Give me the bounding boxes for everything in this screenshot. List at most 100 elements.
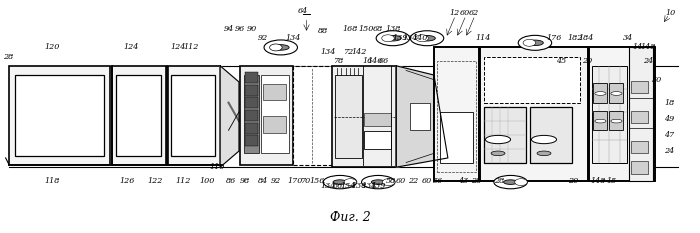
Text: 68: 68 — [373, 25, 384, 33]
Text: 60: 60 — [395, 177, 406, 185]
Text: 100: 100 — [200, 177, 216, 185]
Ellipse shape — [518, 35, 552, 50]
Bar — [172, 75, 216, 156]
Text: 124: 124 — [123, 43, 139, 51]
Bar — [440, 112, 473, 163]
Bar — [589, 48, 654, 181]
Text: 124: 124 — [171, 43, 186, 51]
Text: 184: 184 — [579, 34, 594, 42]
Text: 168: 168 — [343, 25, 358, 33]
Bar — [245, 72, 258, 83]
Bar — [363, 113, 391, 126]
Ellipse shape — [270, 44, 282, 51]
Circle shape — [371, 180, 385, 184]
Bar — [434, 48, 480, 181]
Text: 78: 78 — [332, 57, 343, 65]
Text: 134: 134 — [286, 34, 301, 42]
Text: 28: 28 — [3, 53, 13, 61]
Text: 18: 18 — [664, 99, 675, 107]
Ellipse shape — [494, 175, 527, 189]
Bar — [245, 97, 258, 108]
Bar — [240, 66, 293, 165]
Circle shape — [419, 35, 435, 41]
Text: 182: 182 — [567, 34, 582, 42]
Text: 34: 34 — [622, 34, 633, 42]
Text: 142: 142 — [351, 48, 366, 56]
Text: 154: 154 — [341, 182, 356, 190]
Text: 45: 45 — [556, 57, 566, 65]
Ellipse shape — [344, 179, 357, 185]
Circle shape — [531, 135, 556, 144]
Text: 15: 15 — [606, 177, 617, 185]
Text: 148: 148 — [590, 177, 606, 185]
Text: 134: 134 — [402, 34, 418, 42]
Text: 139: 139 — [393, 34, 408, 42]
Bar — [631, 141, 648, 153]
Bar — [15, 75, 104, 156]
Bar — [530, 107, 572, 163]
Text: 122: 122 — [148, 177, 163, 185]
Bar — [332, 66, 396, 167]
Bar — [480, 48, 588, 181]
Bar — [484, 57, 580, 103]
Circle shape — [526, 40, 543, 46]
Bar — [293, 66, 332, 165]
Text: 72: 72 — [343, 48, 354, 56]
Text: 28: 28 — [494, 177, 504, 185]
Ellipse shape — [264, 40, 298, 55]
Text: 28: 28 — [470, 177, 481, 185]
Bar — [112, 66, 166, 165]
Circle shape — [611, 119, 622, 123]
Ellipse shape — [514, 179, 527, 185]
Bar — [335, 75, 361, 158]
Text: Фиг. 2: Фиг. 2 — [330, 211, 371, 224]
Text: 64: 64 — [298, 7, 308, 15]
Text: 70: 70 — [300, 177, 310, 185]
Text: 86: 86 — [225, 177, 236, 185]
Circle shape — [537, 151, 551, 156]
Ellipse shape — [382, 179, 395, 185]
Text: 84: 84 — [258, 177, 269, 185]
Text: 49: 49 — [664, 115, 675, 123]
Bar — [631, 111, 648, 123]
Bar — [631, 81, 648, 93]
Text: 60: 60 — [460, 9, 470, 17]
Bar — [592, 66, 627, 163]
Circle shape — [384, 35, 401, 41]
Text: 30: 30 — [652, 76, 662, 84]
Bar — [610, 83, 624, 103]
Text: 60: 60 — [422, 177, 432, 185]
Text: 66: 66 — [379, 57, 389, 65]
Text: 112: 112 — [176, 177, 191, 185]
Bar — [245, 123, 258, 134]
Text: 110: 110 — [209, 163, 225, 171]
Text: 96: 96 — [235, 25, 246, 33]
Text: 148: 148 — [640, 43, 656, 51]
Bar — [363, 131, 391, 149]
Bar — [168, 66, 220, 165]
Bar — [610, 111, 624, 130]
Text: 140: 140 — [412, 34, 428, 42]
Text: 56: 56 — [433, 177, 442, 185]
Bar — [410, 103, 430, 130]
Text: 24: 24 — [643, 57, 654, 65]
Text: 16: 16 — [362, 57, 372, 65]
Bar — [594, 111, 608, 130]
Ellipse shape — [410, 31, 444, 46]
Text: 47: 47 — [664, 131, 675, 139]
Text: 134: 134 — [321, 182, 336, 190]
Circle shape — [595, 119, 606, 123]
Circle shape — [486, 135, 510, 144]
Text: 114: 114 — [475, 34, 491, 42]
Text: 90: 90 — [246, 25, 257, 33]
Text: 138: 138 — [352, 182, 367, 190]
Text: 138: 138 — [386, 25, 401, 33]
Text: 14: 14 — [633, 43, 643, 51]
Text: 118: 118 — [45, 177, 60, 185]
Text: 92: 92 — [271, 177, 281, 185]
Circle shape — [611, 92, 622, 95]
Text: 12: 12 — [449, 9, 460, 17]
Circle shape — [503, 180, 517, 184]
Polygon shape — [220, 66, 239, 167]
Ellipse shape — [376, 31, 410, 46]
